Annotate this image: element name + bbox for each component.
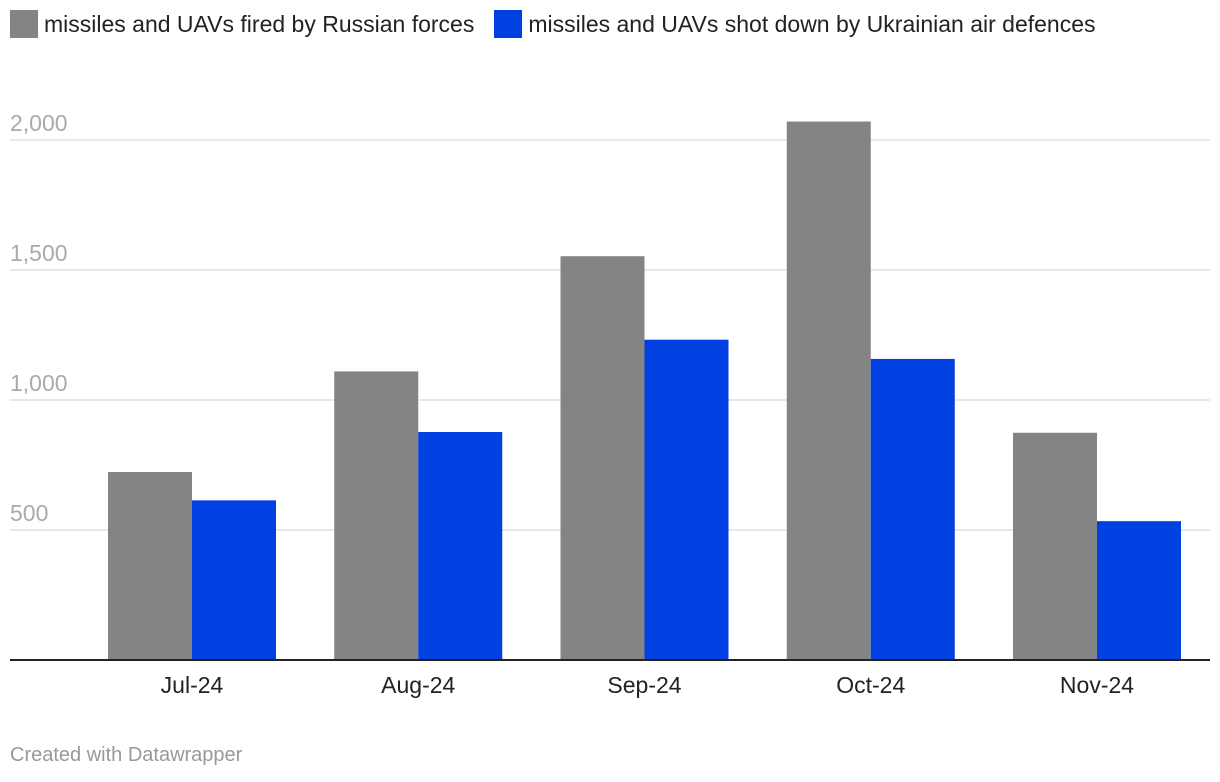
legend-item-shot-down: missiles and UAVs shot down by Ukrainian… bbox=[494, 10, 1096, 38]
legend-label-fired: missiles and UAVs fired by Russian force… bbox=[44, 10, 475, 37]
x-tick-label: Sep-24 bbox=[607, 672, 681, 698]
y-tick-label: 2,000 bbox=[10, 110, 68, 136]
legend-label-shot-down: missiles and UAVs shot down by Ukrainian… bbox=[528, 10, 1096, 37]
chart-legend: missiles and UAVs fired by Russian force… bbox=[10, 10, 1096, 38]
y-tick-label: 1,000 bbox=[10, 370, 68, 396]
credit-text: Created with Datawrapper bbox=[10, 744, 243, 766]
y-tick-label: 500 bbox=[10, 500, 48, 526]
bar-shot-down-nov-24 bbox=[1097, 521, 1181, 660]
bar-fired-jul-24 bbox=[108, 472, 192, 660]
x-tick-label: Jul-24 bbox=[161, 672, 224, 698]
x-tick-label: Oct-24 bbox=[836, 672, 905, 698]
x-tick-label: Aug-24 bbox=[381, 672, 455, 698]
bar-fired-aug-24 bbox=[334, 371, 419, 660]
bar-shot-down-oct-24 bbox=[870, 358, 955, 660]
x-axis-ticks: Jul-24 Aug-24 Sep-24 Oct-24 Nov-24 bbox=[161, 672, 1135, 698]
bar-fired-nov-24 bbox=[1013, 432, 1097, 660]
x-tick-label: Nov-24 bbox=[1060, 672, 1134, 698]
bar-shot-down-aug-24 bbox=[418, 431, 503, 660]
legend-item-fired: missiles and UAVs fired by Russian force… bbox=[10, 10, 474, 38]
bars bbox=[108, 121, 1181, 661]
y-axis-ticks: 500 1,000 1,500 2,000 bbox=[10, 110, 68, 526]
bar-fired-sep-24 bbox=[560, 256, 645, 660]
bar-fired-oct-24 bbox=[786, 121, 871, 661]
bar-shot-down-sep-24 bbox=[644, 339, 729, 660]
legend-swatch-shot-down bbox=[494, 10, 523, 38]
bar-shot-down-jul-24 bbox=[192, 500, 276, 660]
legend-swatch-fired bbox=[10, 10, 38, 38]
y-tick-label: 1,500 bbox=[10, 240, 68, 266]
